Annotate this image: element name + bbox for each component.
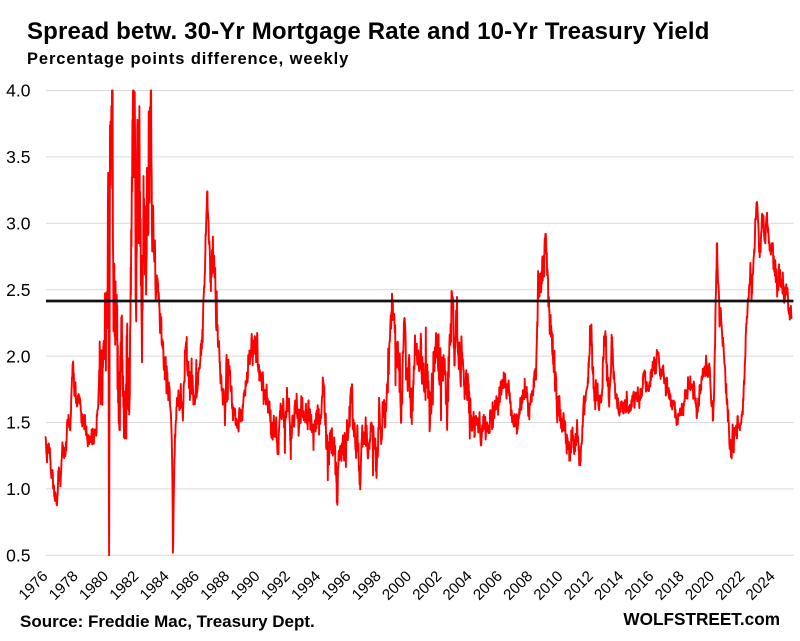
- svg-text:4.0: 4.0: [6, 81, 31, 101]
- svg-text:Source: Freddie Mac, Treasury: Source: Freddie Mac, Treasury Dept.: [20, 612, 315, 631]
- svg-text:3.0: 3.0: [6, 214, 31, 234]
- svg-text:2.0: 2.0: [6, 346, 31, 366]
- svg-text:Spread betw. 30-Yr Mortgage Ra: Spread betw. 30-Yr Mortgage Rate and 10-…: [27, 18, 710, 45]
- svg-text:WOLFSTREET.com: WOLFSTREET.com: [623, 609, 780, 629]
- svg-text:1.5: 1.5: [6, 413, 30, 433]
- svg-text:2.5: 2.5: [6, 280, 30, 300]
- svg-text:0.5: 0.5: [6, 546, 30, 566]
- svg-text:Percentage points difference,: Percentage points difference, weekly: [27, 50, 349, 68]
- svg-text:3.5: 3.5: [6, 147, 30, 167]
- svg-text:1.0: 1.0: [6, 479, 31, 499]
